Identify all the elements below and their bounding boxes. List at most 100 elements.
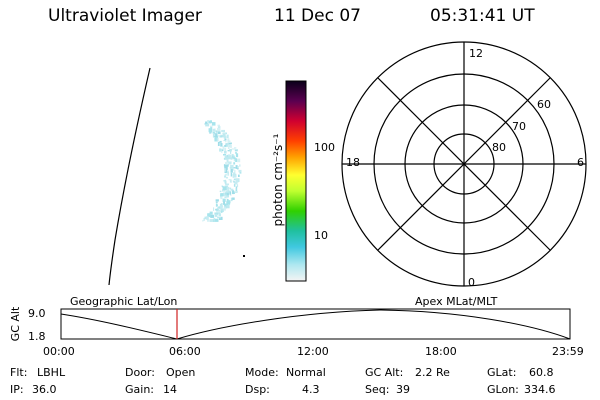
info-glat-key: GLat:	[487, 366, 517, 379]
altitude-plot	[60, 308, 571, 340]
emission-pixel	[220, 196, 223, 200]
info-gcalt-value: 2.2 Re	[415, 366, 450, 379]
emission-pixel	[221, 210, 223, 213]
time-tick-0000: 00:00	[43, 345, 75, 358]
emission-pixel	[232, 154, 234, 158]
emission-pixel	[226, 191, 228, 193]
emission-pixel	[231, 148, 235, 150]
info-dsp-value: 4.3	[302, 383, 320, 396]
emission-pixel	[235, 186, 238, 188]
emission-pixel	[223, 201, 225, 205]
mlt-label-6: 6	[577, 156, 584, 169]
emission-pixel	[209, 219, 214, 222]
emission-pixel	[218, 126, 221, 129]
emission-pixel	[235, 165, 238, 169]
emission-pixel	[234, 181, 238, 185]
instrument-title: Ultraviolet Imager	[48, 6, 202, 26]
emission-pixel	[222, 149, 224, 152]
info-door-key: Door:	[125, 366, 155, 379]
emission-pixel	[224, 169, 228, 173]
emission-pixel	[232, 167, 236, 169]
apex-coord-label: Apex MLat/MLT	[415, 295, 498, 308]
emission-pixel	[214, 138, 219, 140]
emission-pixel	[229, 167, 233, 169]
emission-pixel	[226, 143, 231, 147]
time-tick-1800: 18:00	[425, 345, 457, 358]
emission-pixel	[224, 203, 228, 207]
emission-pixel	[233, 178, 237, 180]
altitude-curve	[60, 309, 571, 340]
emission-pixel	[235, 153, 239, 158]
emission-pixel	[211, 122, 215, 126]
info-glat-value: 60.8	[529, 366, 554, 379]
emission-pixel	[217, 206, 221, 208]
emission-pixel	[233, 157, 236, 160]
emission-pixel	[233, 172, 235, 175]
emission-pixel	[209, 211, 213, 215]
emission-pixel	[227, 134, 229, 139]
emission-pixel	[233, 183, 236, 187]
auroral-emission	[202, 120, 242, 222]
emission-pixel	[234, 149, 238, 151]
emission-pixel	[224, 206, 226, 208]
emission-pixel	[218, 206, 223, 210]
emission-pixel	[234, 191, 237, 193]
emission-pixel	[227, 154, 231, 157]
emission-pixel	[216, 210, 221, 213]
emission-pixel	[234, 147, 237, 149]
limb-line	[108, 67, 151, 286]
emission-pixel	[210, 125, 213, 129]
emission-pixel	[226, 196, 228, 199]
altitude-plot-frame	[60, 308, 571, 340]
emission-pixel	[224, 196, 227, 198]
emission-pixel	[213, 131, 215, 134]
emission-pixel	[226, 205, 230, 209]
emission-pixel	[223, 134, 226, 136]
emission-pixel	[227, 138, 230, 142]
emission-pixel	[224, 147, 227, 152]
altitude-tick-high: 9.0	[28, 307, 46, 320]
emission-pixel	[226, 158, 229, 163]
emission-pixel	[228, 155, 232, 160]
emission-pixel	[224, 174, 228, 176]
emission-pixel	[217, 207, 219, 211]
emission-pixel	[207, 218, 209, 222]
emission-pixel	[213, 133, 218, 137]
emission-pixel	[224, 156, 229, 159]
emission-pixel	[234, 170, 236, 174]
time-tick-1200: 12:00	[297, 345, 329, 358]
lat-label-60: 60	[537, 98, 551, 111]
emission-pixel	[230, 154, 233, 158]
altitude-tick-low: 1.8	[28, 330, 46, 343]
altitude-axis-label: GC Alt	[9, 306, 22, 342]
colorbar-tick-10: 10	[314, 229, 328, 242]
info-mode-value: Normal	[286, 366, 326, 379]
emission-pixel	[227, 172, 229, 176]
emission-pixel	[219, 134, 222, 137]
info-flt-key: Flt:	[10, 366, 28, 379]
info-ip-value: 36.0	[32, 383, 57, 396]
emission-pixel	[238, 174, 240, 177]
info-ip-key: IP:	[10, 383, 24, 396]
emission-pixel	[217, 216, 221, 219]
time-tick-0600: 06:00	[169, 345, 201, 358]
emission-pixel	[228, 144, 232, 147]
emission-pixel	[237, 158, 241, 163]
emission-pixel	[226, 190, 230, 193]
info-gcalt-key: GC Alt:	[365, 366, 404, 379]
emission-pixel	[226, 186, 230, 190]
emission-pixel	[229, 194, 232, 196]
emission-pixel	[210, 214, 214, 218]
emission-pixel	[210, 132, 214, 134]
emission-pixel	[226, 199, 228, 203]
emission-pixel	[219, 216, 223, 220]
emission-pixel	[234, 149, 238, 152]
emission-pixel	[235, 179, 239, 183]
geographic-coord-label: Geographic Lat/Lon	[70, 295, 178, 308]
time-label: 05:31:41 UT	[430, 6, 535, 26]
emission-pixel	[213, 207, 215, 211]
emission-pixel	[220, 205, 223, 208]
emission-pixel	[230, 179, 233, 183]
emission-pixel	[226, 194, 229, 198]
emission-pixel	[230, 157, 233, 160]
